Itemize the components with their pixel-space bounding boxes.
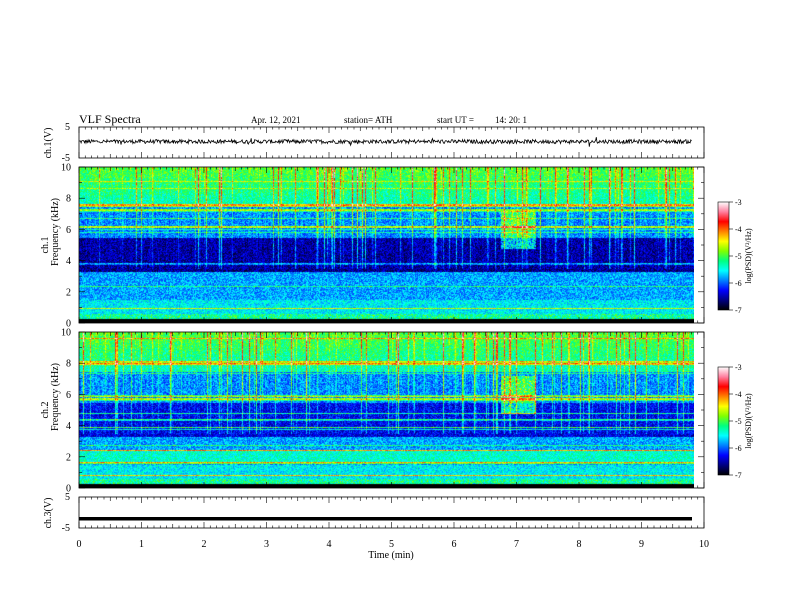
ch1-spectrogram-ytick-labels: 0 2 4 6 8 10: [61, 163, 71, 330]
ch1-spectrogram-ylabel: Frequency (kHz): [50, 198, 61, 266]
ch1-colorbar-label: log(PSD)(V²/Hz): [744, 228, 753, 284]
ch1-spectrogram-panel: 0 2 4 6 8 10 ch.1 Frequency (kHz): [40, 163, 705, 330]
colorbar-tick-label: -6: [735, 444, 742, 453]
frequency-tick-label: 8: [66, 359, 71, 370]
ch3-waveform-ticks: [78, 497, 705, 528]
ch2-colorbar-gradient: [717, 366, 730, 476]
ch1-ytick-bottom: -5: [62, 153, 70, 164]
time-tick-label: 3: [264, 539, 269, 550]
ch2-spectrogram-panel: 0 2 4 6 8 10 ch.2 Frequency (kHz): [40, 328, 705, 495]
frequency-tick-label: 6: [66, 225, 71, 236]
time-tick-label: 6: [452, 539, 457, 550]
colorbar-tick-label: -4: [735, 390, 742, 399]
ch3-ytick-top: 5: [65, 492, 70, 503]
ch2-colorbar: -3 -4 -5 -6 -7 log(PSD)(V²/Hz): [717, 363, 753, 480]
start-ut-value: 14: 20: 1: [495, 115, 527, 125]
ch3-ytick-bottom: -5: [62, 523, 70, 534]
date-label: Apr. 12, 2021: [251, 115, 301, 125]
time-tick-label: 2: [202, 539, 207, 550]
ch1-waveform-line: [79, 137, 692, 147]
frequency-tick-label: 2: [66, 287, 71, 298]
ch1-colorbar-gradient: [717, 201, 730, 311]
frequency-tick-label: 10: [61, 163, 71, 174]
ch1-colorbar-tick-labels: -3 -4 -5 -6 -7: [729, 198, 742, 315]
frequency-tick-label: 6: [66, 390, 71, 401]
ch1-spectrogram-channel-label: ch.1: [40, 237, 51, 254]
ch1-waveform-panel: 5 -5 ch.1(V): [43, 122, 705, 164]
ch1-waveform-ylabel: ch.1(V): [43, 128, 54, 159]
colorbar-tick-label: -7: [735, 306, 742, 315]
colorbar-tick-label: -5: [735, 417, 742, 426]
ch2-spectrogram-ylabel: Frequency (kHz): [50, 363, 61, 431]
time-tick-label: 5: [389, 539, 394, 550]
time-tick-label: 0: [77, 539, 82, 550]
ch2-spectrogram-ytick-labels: 0 2 4 6 8 10: [61, 328, 71, 495]
frequency-tick-label: 0: [66, 484, 71, 495]
time-axis-label: Time (min): [368, 550, 413, 561]
start-ut-label: start UT =: [437, 115, 474, 125]
colorbar-tick-label: -7: [735, 471, 742, 480]
frequency-tick-label: 4: [66, 256, 71, 267]
colorbar-tick-label: -3: [735, 198, 742, 207]
time-tick-label: 9: [639, 539, 644, 550]
colorbar-tick-label: -4: [735, 225, 742, 234]
time-tick-label: 8: [577, 539, 582, 550]
time-tick-label: 10: [699, 539, 709, 550]
ch2-spectrogram-ticks: [78, 331, 705, 489]
colorbar-tick-label: -6: [735, 279, 742, 288]
colorbar-tick-label: -5: [735, 252, 742, 261]
time-tick-label: 4: [327, 539, 332, 550]
ch2-colorbar-label: log(PSD)(V²/Hz): [744, 393, 753, 449]
frequency-tick-label: 4: [66, 421, 71, 432]
frequency-tick-label: 2: [66, 452, 71, 463]
ch1-colorbar: -3 -4 -5 -6 -7 log(PSD)(V²/Hz): [717, 198, 753, 315]
ch2-spectrogram-image: [79, 332, 694, 488]
ch2-spectrogram-channel-label: ch.2: [40, 402, 51, 419]
ch3-waveform-ylabel: ch.3(V): [43, 498, 54, 529]
ch1-spectrogram-image: [79, 167, 694, 323]
ch1-ytick-top: 5: [65, 122, 70, 133]
figure-title: VLF Spectra: [79, 112, 141, 126]
ch1-waveform-ticks: [78, 127, 705, 158]
station-label: station= ATH: [344, 115, 393, 125]
ch1-spectrogram-ticks: [78, 166, 705, 324]
colorbar-tick-label: -3: [735, 363, 742, 372]
time-tick-label: 1: [139, 539, 144, 550]
frequency-tick-label: 10: [61, 328, 71, 339]
ch2-colorbar-tick-labels: -3 -4 -5 -6 -7: [729, 363, 742, 480]
ch3-waveform-panel: 5 -5 ch.3(V) 0 1 2 3 4 5 6 7 8 9 10 Time (min): [43, 492, 709, 561]
frequency-tick-label: 0: [66, 319, 71, 330]
time-tick-label: 7: [514, 539, 519, 550]
time-axis-tick-labels: 0 1 2 3 4 5 6 7 8 9 10: [77, 539, 710, 550]
frequency-tick-label: 8: [66, 194, 71, 205]
